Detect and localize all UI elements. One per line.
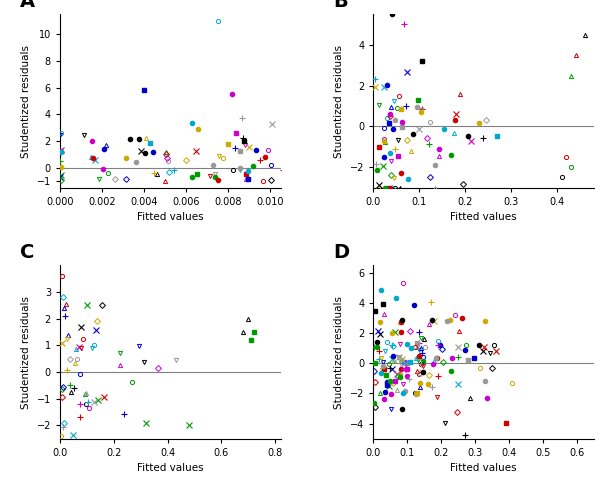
X-axis label: Fitted values: Fitted values — [451, 212, 517, 222]
Text: A: A — [20, 0, 35, 11]
X-axis label: Fitted values: Fitted values — [451, 463, 517, 473]
Y-axis label: Studentized residuals: Studentized residuals — [334, 44, 344, 158]
X-axis label: Fitted values: Fitted values — [137, 463, 203, 473]
Text: B: B — [334, 0, 349, 11]
Y-axis label: Studentized residuals: Studentized residuals — [21, 44, 31, 158]
X-axis label: Fitted values: Fitted values — [137, 212, 203, 222]
Y-axis label: Studentized residuals: Studentized residuals — [21, 295, 31, 409]
Y-axis label: Studentized residuals: Studentized residuals — [334, 295, 344, 409]
Text: D: D — [334, 243, 350, 262]
Text: C: C — [20, 243, 35, 262]
